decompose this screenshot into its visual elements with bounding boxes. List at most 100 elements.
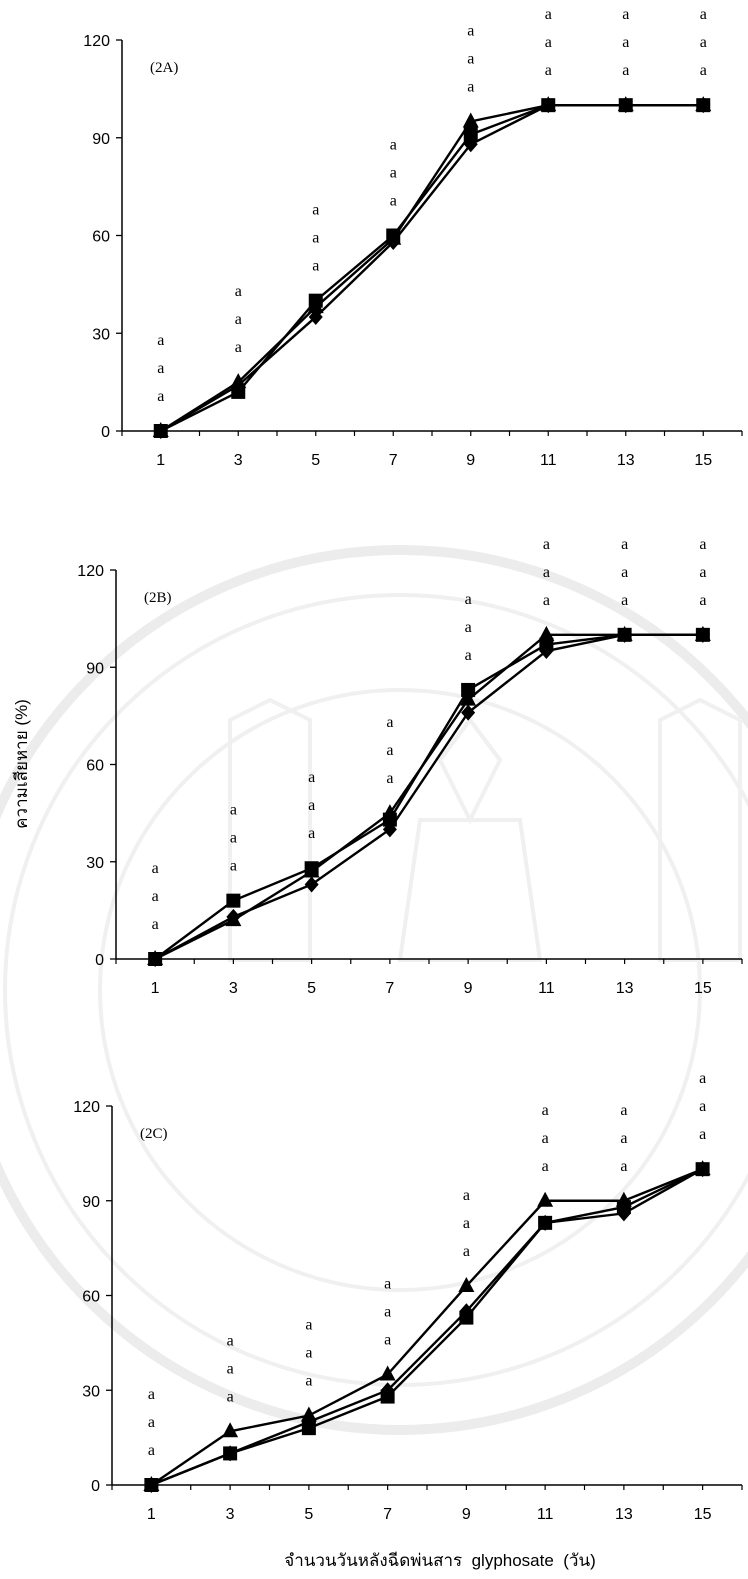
significance-letter: a (542, 1130, 549, 1147)
x-tick-label: 9 (466, 452, 475, 469)
data-point-square (223, 1446, 238, 1461)
significance-letter: a (700, 6, 707, 23)
data-point-diamond (304, 876, 319, 893)
x-tick-label: 15 (694, 980, 712, 997)
data-point-triangle (458, 1277, 475, 1293)
significance-letter: a (543, 536, 550, 553)
significance-letter: a (700, 34, 707, 51)
x-tick-label: 15 (694, 1506, 712, 1523)
watermark-seal (0, 545, 748, 1435)
series-line-square (154, 633, 703, 960)
significance-letter: a (465, 591, 472, 608)
data-point-square (616, 1200, 631, 1215)
significance-letter: a (621, 564, 628, 581)
significance-letter: a (230, 858, 237, 875)
data-point-square (538, 1215, 553, 1230)
data-point-square (695, 627, 710, 642)
data-point-triangle (460, 690, 477, 706)
data-point-square (461, 682, 476, 697)
data-point-square (459, 1310, 474, 1325)
significance-letter: a (386, 742, 393, 759)
x-tick-label: 3 (234, 452, 243, 469)
x-tick-label: 13 (616, 980, 634, 997)
panel-label: (2C) (140, 1126, 168, 1142)
significance-letter: a (152, 860, 159, 877)
significance-letter: a (152, 888, 159, 905)
significance-letter: a (227, 1332, 234, 1349)
y-tick-label: 60 (82, 1289, 100, 1306)
significance-letter: a (465, 619, 472, 636)
data-point-triangle (537, 1191, 554, 1207)
significance-letter: a (390, 137, 397, 154)
significance-letter: a (622, 62, 629, 79)
significance-letter: a (622, 34, 629, 51)
significance-letter: a (386, 714, 393, 731)
significance-letter: a (390, 165, 397, 182)
significance-letter: a (230, 802, 237, 819)
significance-letter: a (308, 769, 315, 786)
x-tick-label: 3 (229, 980, 238, 997)
significance-letter: a (157, 388, 164, 405)
y-tick-label: 30 (86, 855, 104, 872)
y-tick-label: 60 (86, 758, 104, 775)
x-tick-label: 7 (383, 1506, 392, 1523)
x-tick-label: 7 (385, 980, 394, 997)
series-line-triangle (150, 1168, 704, 1486)
significance-letter: a (621, 536, 628, 553)
significance-letter: a (148, 1414, 155, 1431)
data-point-square (144, 1478, 159, 1492)
y-tick-label: 60 (92, 229, 110, 246)
significance-letter: a (699, 592, 706, 609)
significance-letter: a (312, 258, 319, 275)
significance-letter: a (467, 78, 474, 95)
data-point-square (695, 1162, 710, 1177)
x-tick-label: 11 (540, 452, 557, 469)
significance-letter: a (467, 50, 474, 67)
significance-letter: a (227, 1388, 234, 1405)
significance-letter: a (157, 360, 164, 377)
significance-letter: a (542, 1158, 549, 1175)
significance-letter: a (384, 1331, 391, 1348)
panel-label: (2A) (150, 60, 178, 76)
significance-letter: a (465, 647, 472, 664)
x-tick-label: 1 (156, 452, 165, 469)
y-tick-label: 0 (95, 952, 104, 969)
significance-letter: a (235, 311, 242, 328)
data-point-triangle (225, 911, 242, 927)
series-line-square (160, 103, 704, 433)
y-tick-label: 30 (82, 1383, 100, 1400)
y-tick-label: 90 (86, 660, 104, 677)
data-point-square (304, 861, 319, 876)
significance-letter: a (305, 1373, 312, 1390)
data-point-triangle (379, 1365, 396, 1381)
significance-letter: a (700, 62, 707, 79)
significance-letter: a (699, 536, 706, 553)
data-point-square (696, 98, 711, 113)
x-tick-label: 1 (147, 1506, 156, 1523)
data-point-square (382, 812, 397, 827)
y-axis-title: ความเสียหาย (%) (12, 699, 31, 829)
significance-letter: a (305, 1317, 312, 1334)
significance-letter: a (305, 1345, 312, 1362)
significance-letter: a (384, 1275, 391, 1292)
series-line-triangle (154, 633, 703, 961)
data-point-square (301, 1421, 316, 1436)
data-point-diamond (461, 704, 476, 721)
y-tick-label: 0 (91, 1478, 100, 1495)
x-tick-label: 13 (615, 1506, 633, 1523)
significance-letter: a (312, 230, 319, 247)
data-point-square (380, 1389, 395, 1404)
data-point-square (386, 228, 401, 243)
data-point-square (153, 424, 168, 438)
significance-letter: a (620, 1130, 627, 1147)
significance-letter: a (467, 22, 474, 39)
significance-letter: a (699, 1070, 706, 1087)
significance-letter: a (235, 283, 242, 300)
data-point-square (541, 98, 556, 113)
data-point-square (617, 627, 632, 642)
data-point-square (226, 893, 241, 908)
significance-letter: a (157, 332, 164, 349)
